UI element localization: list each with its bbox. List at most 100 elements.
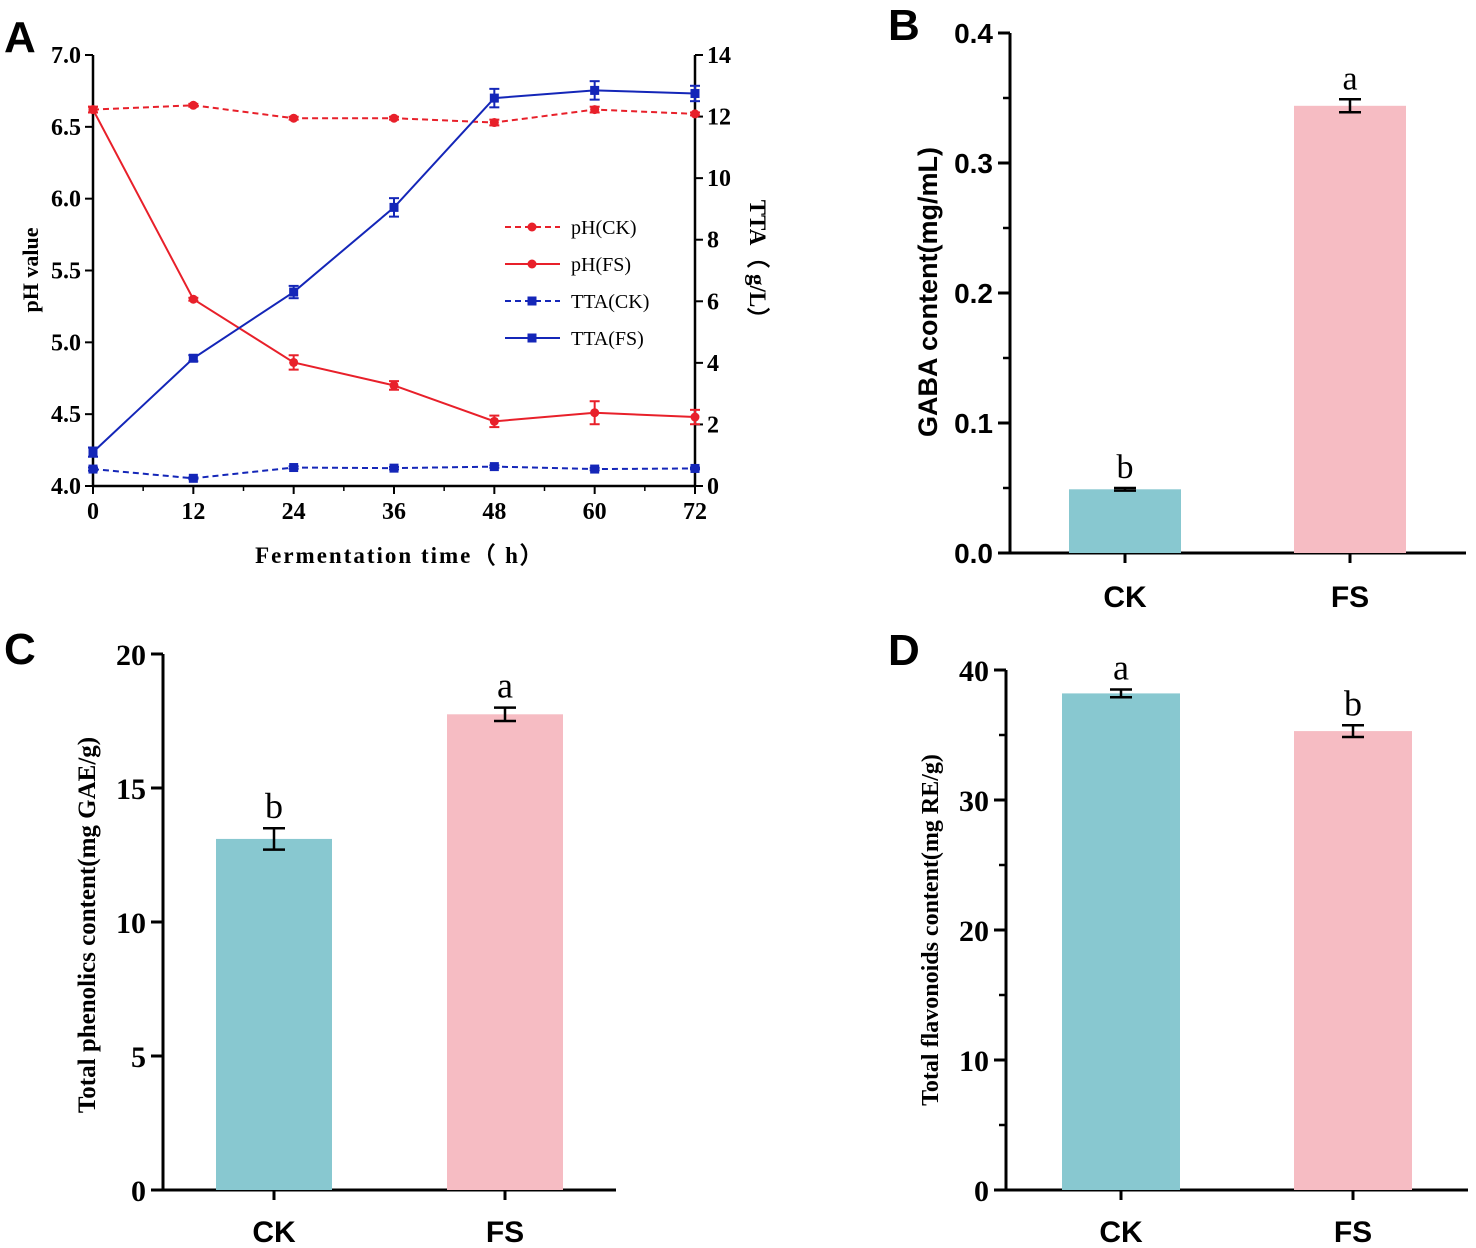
panel-a-point-tta-fs	[188, 353, 198, 363]
panel-a-right-y-tick-label: 14	[707, 43, 731, 69]
panel-d-x-tick-label-ck: CK	[1099, 1216, 1143, 1248]
panel-a-point-tta-ck	[88, 464, 98, 474]
panel-c-y-tick-label: 5	[131, 1041, 146, 1074]
panel-c-y-tick-label: 0	[131, 1175, 146, 1208]
panel-a-point-ph-ck	[590, 105, 600, 115]
panel-c-bar-ck	[216, 838, 332, 1190]
panel-a-x-tick-label: 36	[382, 499, 406, 525]
panel-d-y-axis-label: Total flavonoids content(mg RE/g)	[918, 754, 944, 1106]
panel-a-point-tta-ck	[188, 473, 198, 483]
panel-a-x-tick-label: 72	[683, 499, 707, 525]
panel-a-point-ph-ck	[188, 100, 198, 110]
panel-b-y-tick-label: 0.1	[954, 408, 993, 439]
panel-b-significance-letter-fs: a	[1342, 60, 1357, 97]
panel-a-left-y-axis-label: pH value	[18, 227, 43, 312]
panel-a-point-ph-ck	[289, 113, 299, 123]
panel-a-right-y-tick-label: 8	[707, 228, 719, 254]
panel-d-y-tick-label: 10	[959, 1045, 989, 1078]
panel-a-point-tta-ck	[389, 463, 399, 473]
panel-c-significance-letter-fs: a	[497, 666, 513, 706]
panel-a-point-tta-fs	[289, 287, 299, 297]
panel-a-point-ph-ck	[690, 109, 700, 119]
panel-a-left-y-tick-label: 4.0	[51, 474, 81, 500]
panel-c-y-tick-label: 10	[116, 907, 146, 940]
panel-a-x-tick-label: 0	[87, 499, 99, 525]
panel-a-left-y-tick-label: 5.5	[51, 259, 81, 285]
panel-a-point-ph-fs	[88, 105, 98, 115]
panel-d-y-tick-label: 0	[974, 1175, 989, 1208]
panel-c-plot-area: 0 5 10 15 20 b CK a FS	[116, 639, 616, 1248]
panel-label-d: D	[888, 626, 920, 675]
panel-a-point-ph-fs	[188, 294, 198, 304]
panel-c-x-tick-label-fs: FS	[486, 1216, 524, 1248]
panel-a-left-y-tick-label: 6.5	[51, 115, 81, 141]
panel-a-right-y-axis-label: TTA（ g/L）	[745, 200, 771, 331]
panel-a-point-ph-fs	[590, 408, 600, 418]
panel-d-bar-chart: D 0 10 20 30 40 a CK b FS Total flavonoids conte…	[888, 626, 1468, 1248]
panel-a-legend-label: TTA(CK)	[571, 291, 649, 313]
panel-a-point-tta-ck	[590, 464, 600, 474]
panel-c-y-tick-label: 15	[116, 773, 146, 806]
panel-a-left-y-tick-label: 6.0	[51, 187, 81, 213]
panel-a-point-tta-ck	[489, 462, 499, 472]
panel-c-bar-chart: C 0 5 10 15 20 b CK a FS Total phenolics content…	[4, 625, 616, 1248]
panel-d-bar-fs	[1294, 731, 1412, 1190]
panel-c-significance-letter-ck: b	[265, 786, 283, 826]
panel-a-legend-label: pH(CK)	[571, 217, 637, 239]
panel-b-y-tick-label: 0.4	[954, 18, 993, 49]
panel-a-point-tta-fs	[88, 447, 98, 457]
panel-a-x-tick-label: 48	[482, 499, 506, 525]
panel-a-point-ph-fs	[690, 412, 700, 422]
panel-label-b: B	[888, 1, 920, 50]
panel-a-legend-marker	[527, 333, 537, 343]
panel-a-point-tta-fs	[690, 88, 700, 98]
panel-b-x-tick-label-fs: FS	[1331, 581, 1369, 614]
panel-a-left-y-tick-label: 7.0	[51, 43, 81, 69]
panel-b-y-axis-label: GABA content(mg/mL)	[913, 147, 943, 437]
panel-d-y-tick-label: 30	[959, 785, 989, 818]
panel-a-point-tta-fs	[590, 85, 600, 95]
panel-a-legend-marker	[527, 222, 537, 232]
panel-a-line-chart: A 0 12 24 36 48 60 724.04.55.05.56.06.57.00246…	[4, 13, 771, 568]
panel-a-right-y-tick-label: 0	[707, 474, 719, 500]
panel-a-right-y-tick-label: 4	[707, 351, 719, 377]
panel-d-plot-area: 0 10 20 30 40 a CK b FS	[959, 648, 1468, 1248]
panel-d-significance-letter-fs: b	[1344, 683, 1362, 723]
panel-a-point-tta-fs	[389, 202, 399, 212]
panel-c-y-axis-label: Total phenolics content(mg GAE/g)	[74, 737, 101, 1113]
panel-a-point-tta-ck	[690, 463, 700, 473]
panel-d-y-tick-label: 20	[959, 915, 989, 948]
panel-a-point-ph-ck	[489, 118, 499, 128]
panel-a-point-ph-fs	[389, 380, 399, 390]
panel-b-plot-area: 0.0 0.1 0.2 0.3 0.4 b CK a FS	[954, 18, 1466, 614]
panel-b-bar-ck	[1069, 489, 1181, 553]
panel-a-right-y-tick-label: 12	[707, 105, 731, 131]
panel-d-y-tick-label: 40	[959, 655, 989, 688]
panel-a-legend-label: TTA(FS)	[571, 328, 644, 350]
panel-c-y-tick-label: 20	[116, 639, 146, 672]
panel-label-a: A	[4, 13, 36, 62]
panel-label-c: C	[4, 625, 36, 674]
panel-a-point-ph-ck	[389, 113, 399, 123]
panel-d-bar-ck	[1062, 693, 1180, 1190]
panel-a-point-tta-fs	[489, 93, 499, 103]
panel-b-x-tick-label-ck: CK	[1103, 581, 1147, 614]
panel-b-bar-fs	[1294, 105, 1406, 554]
panel-a-x-tick-label: 24	[282, 499, 306, 525]
panel-a-legend: pH(CK) pH(FS) TTA(CK) TTA(FS)	[505, 217, 649, 350]
panel-b-y-tick-label: 0.0	[954, 538, 993, 569]
panel-a-point-tta-ck	[289, 463, 299, 473]
panel-a-point-ph-fs	[489, 416, 499, 426]
panel-a-legend-label: pH(FS)	[571, 254, 631, 276]
panel-a-right-y-tick-label: 10	[707, 166, 731, 192]
panel-a-legend-marker	[527, 296, 537, 306]
panel-c-x-tick-label-ck: CK	[252, 1216, 296, 1248]
panel-a-legend-marker	[527, 259, 537, 269]
panel-c-bar-fs	[447, 714, 563, 1190]
panel-a-right-y-tick-label: 2	[707, 412, 719, 438]
panel-a-plot-area: 0 12 24 36 48 60 724.04.55.05.56.06.57.0024681…	[51, 43, 731, 525]
panel-a-point-ph-fs	[289, 357, 299, 367]
panel-b-y-tick-label: 0.2	[954, 278, 993, 309]
panel-d-significance-letter-ck: a	[1113, 648, 1129, 688]
